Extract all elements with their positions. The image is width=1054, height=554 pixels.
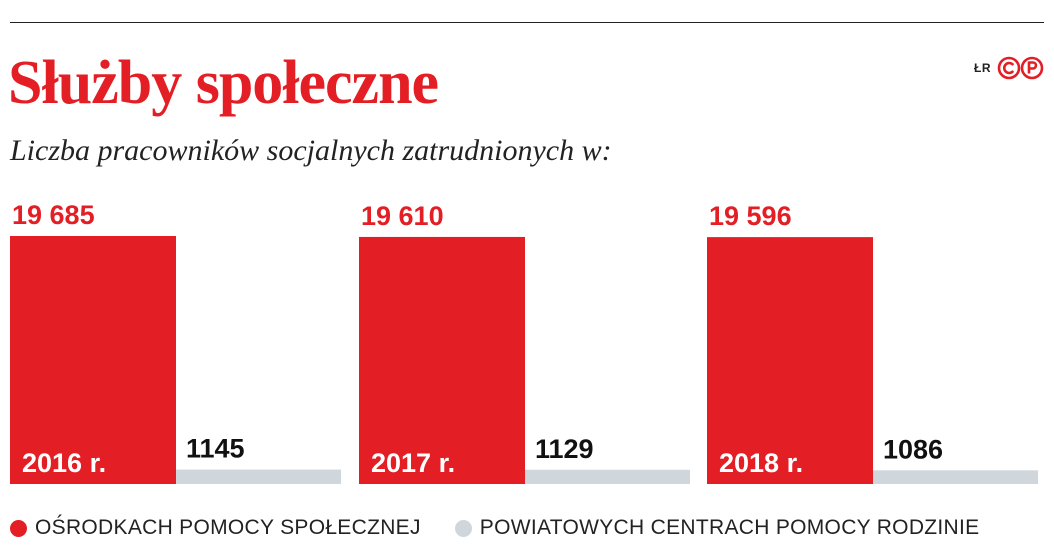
legend-swatch-centra bbox=[454, 519, 472, 537]
top-rule bbox=[10, 22, 1044, 23]
legend-label-osrodki: OŚRODKACH POMOCY SPOŁECZNEJ bbox=[35, 516, 421, 539]
cp-logo-icon bbox=[997, 56, 1044, 80]
legend-label-centra: POWIATOWYCH CENTRACH POMOCY RODZINIE bbox=[479, 516, 980, 539]
bar-centra-2016 bbox=[176, 469, 341, 484]
category-label-2018: 2018 r. bbox=[719, 448, 803, 478]
value-label-osrodki-2017: 19 610 bbox=[361, 201, 444, 231]
legend-item-osrodki: OŚRODKACH POMOCY SPOŁECZNEJ bbox=[10, 516, 421, 540]
value-label-centra-2016: 1145 bbox=[186, 434, 245, 464]
author-initials: ŁR bbox=[974, 61, 991, 75]
bars-layer: 19 685 2016 r. 1145 19 610 2017 r. 1129 19 596… bbox=[10, 200, 1038, 484]
category-label-2016: 2016 r. bbox=[22, 448, 106, 478]
chart-subtitle: Liczba pracowników socjalnych zatrudnion… bbox=[10, 134, 612, 167]
value-label-centra-2017: 1129 bbox=[535, 434, 594, 464]
chart-title: Służby społeczne bbox=[8, 49, 439, 117]
credit: ŁR bbox=[974, 56, 1045, 80]
value-label-centra-2018: 1086 bbox=[883, 434, 943, 464]
legend-item-centra: POWIATOWYCH CENTRACH POMOCY RODZINIE bbox=[454, 516, 980, 540]
value-label-osrodki-2016: 19 685 bbox=[12, 200, 95, 230]
bar-centra-2018 bbox=[873, 470, 1038, 484]
category-label-2017: 2017 r. bbox=[371, 448, 455, 478]
bar-osrodki-2017 bbox=[359, 236, 525, 484]
legend-swatch-osrodki bbox=[10, 519, 27, 537]
bar-osrodki-2016 bbox=[10, 236, 176, 484]
bar-centra-2017 bbox=[525, 469, 690, 484]
bar-chart: 19 685 2016 r. 1145 19 610 2017 r. 1129 19 596… bbox=[10, 200, 1038, 484]
legend: OŚRODKACH POMOCY SPOŁECZNEJ POWIATOWYCH … bbox=[10, 516, 979, 540]
bar-osrodki-2018 bbox=[707, 237, 873, 484]
value-label-osrodki-2018: 19 596 bbox=[709, 201, 792, 231]
